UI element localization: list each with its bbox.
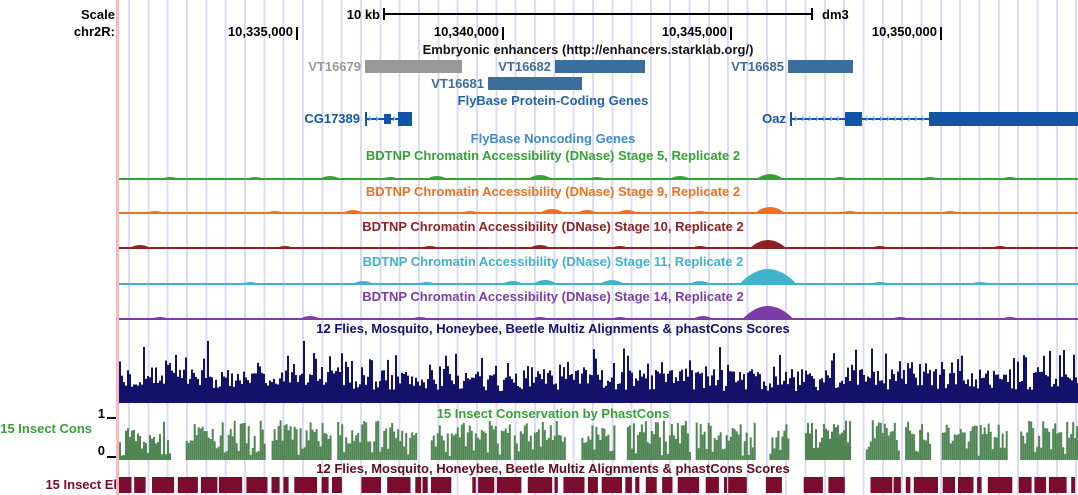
bdtnp-track-title: BDTNP Chromatin Accessibility (DNase) St… [362,289,744,304]
enhancer-item-label: VT16685 [731,59,784,74]
enhancer-item-box[interactable] [788,60,853,73]
bdtnp-signal-track[interactable] [119,194,1078,214]
assembly-label: dm3 [822,7,849,22]
gene-label: CG17389 [304,111,360,126]
gene-strand-chevrons: ›››››››› [794,112,843,125]
multiz-elements-track-title: 12 Flies, Mosquito, Honeybee, Beetle Mul… [316,461,790,476]
bdtnp-signal-track[interactable] [119,300,1078,320]
phastcons-left-label[interactable]: 15 Insect Cons [0,421,92,436]
bdtnp-track-title: BDTNP Chromatin Accessibility (DNase) St… [365,184,741,199]
enhancer-item-label: VT16679 [308,59,361,74]
multiz-wiggle-track[interactable] [119,338,1078,403]
phastcons-axis-bottom-label: 0 [97,443,105,458]
gene-strand-chevrons: ››› [368,112,383,125]
enhancers-track-title: Embryonic enhancers (http://enhancers.st… [422,42,754,57]
scale-bar [383,13,813,15]
bdtnp-signal-track[interactable] [119,160,1078,180]
phastcons-axis-top-tick [107,417,116,419]
enhancer-item-box[interactable] [365,60,462,73]
bdtnp-track-title: BDTNP Chromatin Accessibility (DNase) St… [362,219,744,234]
enhancer-item-label: VT16682 [498,59,551,74]
window-edge-line [116,0,119,495]
scale-value-label: 10 kb [346,7,380,22]
scale-bar-left-tick [383,8,385,20]
conserved-elements-track[interactable] [119,477,1078,493]
bdtnp-track-title: BDTNP Chromatin Accessibility (DNase) St… [362,254,744,269]
noncoding-genes-track-title: FlyBase Noncoding Genes [470,131,636,146]
gene-label: Oaz [762,111,786,126]
bdtnp-signal-track[interactable] [119,229,1078,249]
enhancer-item-box[interactable] [555,60,645,73]
protein-coding-genes-track-title: FlyBase Protein-Coding Genes [457,93,649,108]
gene-start-bar [365,112,367,126]
gene-exon-utr[interactable] [384,114,391,124]
phastcons-axis-top-label: 1 [97,406,105,421]
scale-label: Scale [81,7,115,22]
phastcons-axis-bottom-tick [107,456,116,458]
ruler-tick-mark [730,27,732,40]
insect-elements-left-label[interactable]: 15 Insect El [45,477,117,492]
gene-exon-cds[interactable] [845,112,862,126]
ruler-tick-mark [502,27,504,40]
gene-start-bar [790,112,792,126]
ruler-tick-mark [940,27,942,40]
gene-strand-chevrons: ›› [392,112,397,126]
ruler-tick-label: 10,350,000 [871,24,937,39]
ruler-tick-label: 10,335,000 [227,24,293,39]
ruler-tick-mark [296,27,298,40]
ruler-tick-label: 10,345,000 [661,24,727,39]
scale-bar-right-tick [811,8,813,20]
bdtnp-signal-track[interactable] [119,265,1078,285]
enhancer-item-box[interactable] [488,77,582,90]
phastcons-conservation-track[interactable] [119,418,1078,460]
bdtnp-track-title: BDTNP Chromatin Accessibility (DNase) St… [365,148,741,163]
ruler-tick-label: 10,340,000 [433,24,499,39]
phastcons-track-title: 15 Insect Conservation by PhastCons [436,406,670,421]
multiz-wiggle-track-title: 12 Flies, Mosquito, Honeybee, Beetle Mul… [316,321,790,336]
gene-exon-cds[interactable] [398,112,412,126]
gene-strand-chevrons: ››››››››› [865,112,927,125]
enhancer-item-label: VT16681 [431,76,484,91]
chromosome-label: chr2R: [73,24,115,39]
gene-exon-cds[interactable] [929,112,1078,126]
